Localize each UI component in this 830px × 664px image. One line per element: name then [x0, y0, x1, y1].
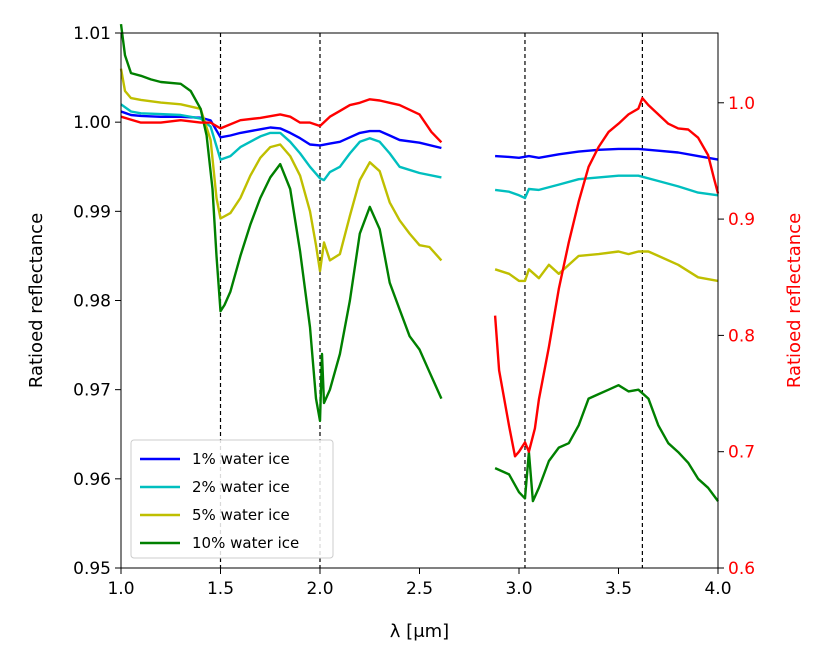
series-5 [120, 96, 720, 458]
y-tick-label: 0.96 [73, 470, 111, 490]
series-line [120, 98, 443, 144]
x-tick-label: 2.5 [406, 579, 433, 599]
y-axis-left: 0.95 0.96 0.97 0.98 0.99 1.00 1.01 [73, 24, 121, 579]
y-axis-title-left: Ratioed reflectance [26, 213, 47, 388]
y-tick-label: 0.99 [73, 202, 111, 222]
y-right-tick-label: 0.6 [728, 559, 755, 579]
x-axis-title: λ [μm] [390, 621, 449, 642]
y-axis-right: 0.6 0.7 0.8 0.9 1.0 [718, 94, 755, 579]
series-line [495, 147, 719, 161]
legend-label: 2% water ice [192, 478, 290, 496]
y-right-tick-label: 0.7 [728, 443, 755, 463]
y-tick-label: 0.95 [73, 559, 111, 579]
legend: 1% water ice 2% water ice 5% water ice 10% … [130, 439, 334, 559]
x-axis: 1.0 1.5 2.0 2.5 3.0 3.5 4.0 [107, 568, 732, 599]
series-line [494, 250, 719, 283]
series-2 [120, 103, 719, 200]
x-tick-label: 1.0 [107, 579, 134, 599]
y-tick-label: 0.97 [73, 381, 111, 401]
legend-label: 5% water ice [192, 506, 290, 524]
x-tick-label: 2.0 [306, 579, 333, 599]
y-right-tick-label: 0.9 [728, 210, 755, 230]
x-tick-label: 3.5 [605, 579, 632, 599]
y-right-tick-label: 0.8 [728, 326, 755, 346]
series-line [120, 103, 442, 182]
series-line [494, 174, 719, 200]
legend-label: 10% water ice [192, 534, 299, 552]
x-tick-label: 3.0 [505, 579, 532, 599]
y-tick-label: 0.98 [73, 292, 111, 312]
x-tick-label: 1.5 [207, 579, 234, 599]
y-tick-label: 1.00 [73, 113, 111, 133]
y-right-tick-label: 1.0 [728, 94, 755, 114]
y-axis-title-right: Ratioed reflectance [784, 213, 805, 388]
series-line [119, 23, 443, 423]
legend-box [130, 439, 334, 559]
series-line [119, 68, 443, 273]
series-group [119, 23, 720, 503]
x-tick-label: 4.0 [704, 579, 731, 599]
series-3 [119, 68, 719, 283]
series-line [493, 96, 720, 458]
legend-label: 1% water ice [192, 450, 290, 468]
y-tick-label: 1.01 [73, 24, 111, 44]
